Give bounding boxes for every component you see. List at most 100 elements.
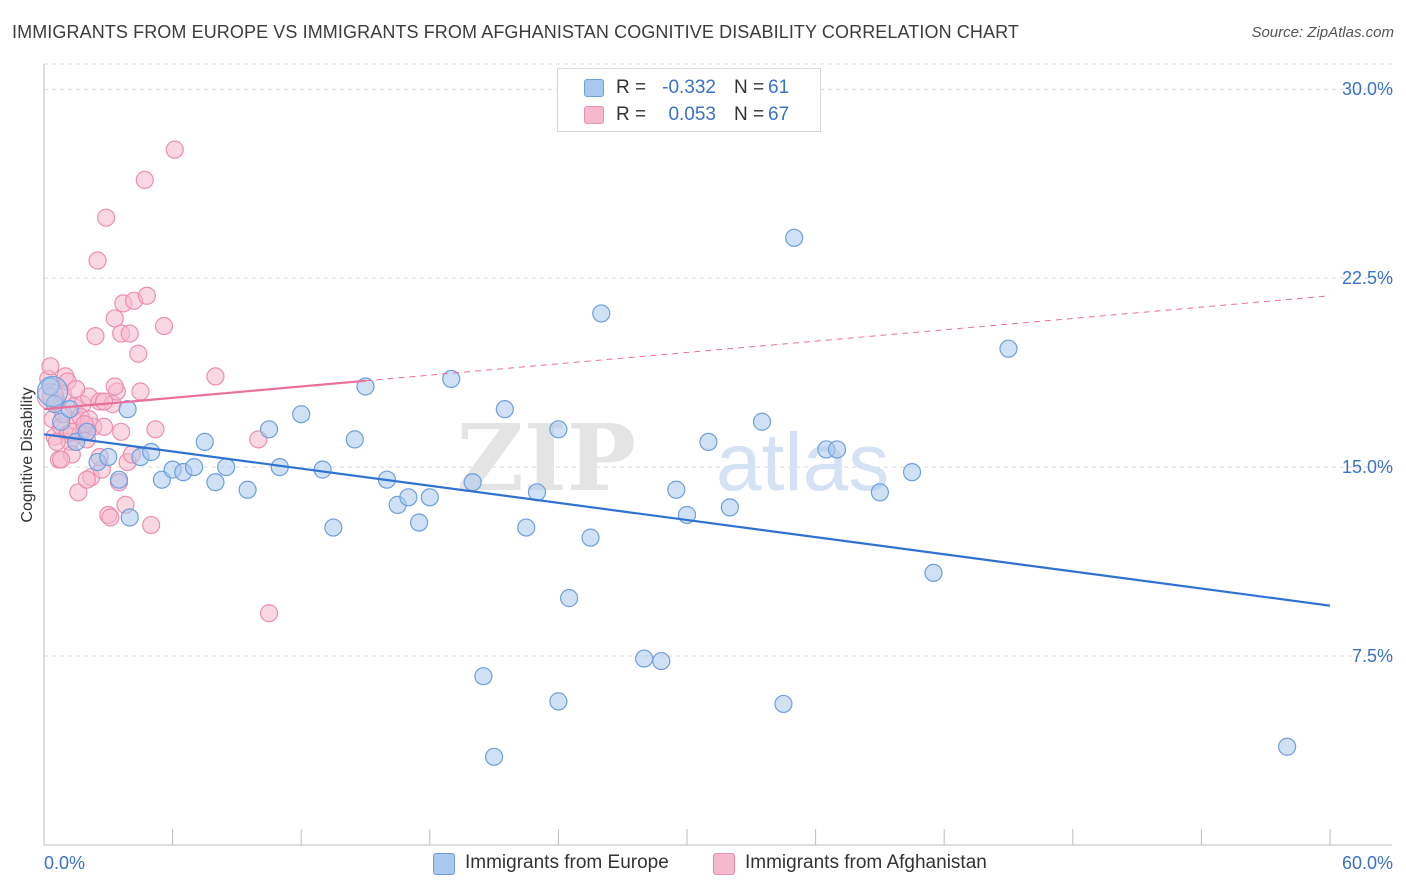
europe-point bbox=[924, 563, 943, 583]
europe-point bbox=[581, 528, 600, 547]
europe-point bbox=[635, 649, 654, 668]
watermark-atlas: atlas bbox=[716, 417, 889, 508]
europe-swatch-icon bbox=[584, 79, 604, 97]
stats-box: R = -0.332 N = 61 R = 0.053 N = 67 bbox=[557, 68, 821, 132]
europe-point bbox=[442, 369, 461, 389]
europe-trend-line bbox=[43, 433, 1331, 607]
europe-point bbox=[560, 589, 579, 608]
europe-point bbox=[774, 694, 793, 714]
europe-point bbox=[345, 430, 364, 449]
afghanistan-point bbox=[67, 379, 86, 399]
europe-point bbox=[77, 422, 96, 441]
europe-point bbox=[999, 339, 1018, 358]
r-label: R = bbox=[616, 104, 647, 125]
europe-point bbox=[184, 457, 204, 477]
europe-point bbox=[217, 457, 236, 477]
afghanistan-point bbox=[97, 208, 116, 227]
europe-point bbox=[142, 442, 161, 462]
afghanistan-point bbox=[135, 170, 154, 189]
afghanistan-point bbox=[94, 392, 114, 411]
europe-point bbox=[652, 651, 671, 671]
afghanistan-point bbox=[112, 422, 131, 441]
afghanistan-swatch-icon bbox=[584, 106, 604, 124]
afghanistan-point bbox=[69, 483, 88, 502]
tick-labels: 7.5% 15.0% 22.5% 30.0% 0.0% 60.0% bbox=[44, 79, 1393, 873]
n-value: 67 bbox=[768, 104, 790, 125]
europe-point bbox=[324, 518, 343, 537]
afghanistan-point bbox=[259, 604, 279, 623]
n-label: N = bbox=[734, 104, 765, 125]
europe-point bbox=[902, 463, 922, 482]
afghanistan-point bbox=[137, 286, 156, 305]
europe-point bbox=[420, 488, 439, 507]
n-value: 61 bbox=[768, 77, 790, 98]
afghanistan-point bbox=[94, 417, 114, 436]
europe-point bbox=[195, 432, 214, 452]
stats-row-afghanistan: R = 0.053 N = 67 bbox=[558, 100, 820, 128]
afghanistan-trend-extension bbox=[365, 295, 1331, 382]
europe-point bbox=[720, 498, 739, 517]
afghanistan-point bbox=[165, 140, 184, 159]
afghanistan-point bbox=[129, 344, 148, 363]
europe-point bbox=[752, 412, 772, 431]
europe-point bbox=[60, 400, 79, 419]
europe-point bbox=[99, 447, 118, 467]
europe-point bbox=[1278, 737, 1297, 756]
grid-layer bbox=[44, 63, 1392, 657]
y-tick-label: 7.5% bbox=[1352, 646, 1393, 666]
europe-point bbox=[495, 400, 514, 419]
europe-point bbox=[463, 473, 482, 492]
europe-legend-swatch-icon bbox=[433, 853, 455, 875]
afghanistan-point bbox=[41, 357, 60, 376]
chart-title: IMMIGRANTS FROM EUROPE VS IMMIGRANTS FRO… bbox=[12, 22, 1019, 42]
europe-point bbox=[238, 480, 257, 499]
y-tick-label: 30.0% bbox=[1342, 79, 1393, 99]
x-tick-label: 60.0% bbox=[1342, 853, 1393, 873]
y-tick-label: 15.0% bbox=[1342, 457, 1393, 477]
source-label: Source: ZipAtlas.com bbox=[1251, 24, 1394, 41]
y-tick-label: 22.5% bbox=[1342, 268, 1393, 288]
afghanistan-legend-swatch-icon bbox=[713, 853, 735, 875]
europe-point bbox=[118, 400, 137, 419]
afghanistan-point bbox=[206, 367, 225, 386]
europe-point bbox=[41, 377, 60, 396]
afghanistan-point bbox=[101, 508, 120, 527]
europe-point bbox=[399, 488, 418, 507]
r-label: R = bbox=[616, 77, 647, 98]
europe-point bbox=[292, 405, 311, 424]
afghanistan-trend-line bbox=[43, 379, 366, 411]
afghanistan-point bbox=[88, 251, 107, 270]
axis-layer bbox=[43, 64, 1392, 846]
stats-row-europe: R = -0.332 N = 61 bbox=[558, 73, 820, 101]
r-value: -0.332 bbox=[662, 77, 716, 98]
europe-point bbox=[699, 432, 718, 452]
europe-points bbox=[36, 228, 1297, 766]
watermark-zip: ZIP bbox=[457, 404, 636, 512]
afghanistan-point bbox=[131, 382, 150, 401]
watermark: ZIP atlas bbox=[457, 404, 890, 512]
europe-point bbox=[870, 483, 890, 502]
europe-point bbox=[785, 228, 804, 247]
europe-point bbox=[517, 518, 536, 537]
afghanistan-point bbox=[105, 377, 124, 396]
europe-point bbox=[592, 304, 611, 323]
europe-point bbox=[409, 513, 429, 532]
afghanistan-point bbox=[105, 309, 124, 328]
europe-point bbox=[120, 508, 139, 527]
afghanistan-point bbox=[120, 324, 139, 343]
europe-point bbox=[109, 470, 129, 489]
afghanistan-point bbox=[86, 326, 105, 346]
europe-point bbox=[474, 667, 493, 686]
trend-lines bbox=[43, 295, 1331, 607]
afghanistan-point bbox=[142, 515, 161, 535]
europe-point bbox=[52, 412, 71, 431]
afghanistan-point bbox=[146, 420, 165, 439]
x-tick-label: 0.0% bbox=[44, 853, 85, 873]
europe-point bbox=[549, 692, 568, 711]
europe-point bbox=[259, 420, 279, 439]
afghanistan-point bbox=[52, 450, 71, 469]
afghanistan-point bbox=[77, 470, 96, 489]
europe-point bbox=[667, 480, 686, 499]
europe-point bbox=[206, 473, 225, 492]
